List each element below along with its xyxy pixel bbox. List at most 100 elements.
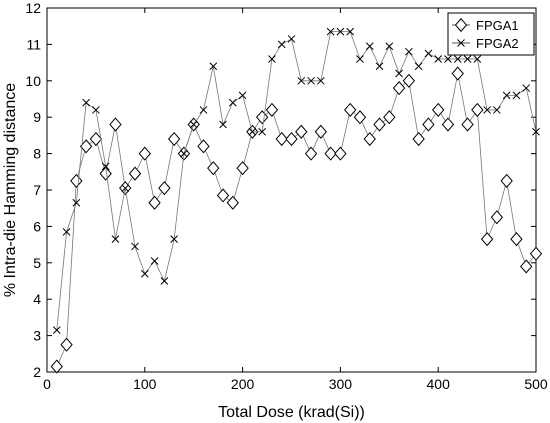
data-point-fpga1 <box>432 102 445 118</box>
data-point-fpga2 <box>375 62 384 71</box>
data-point-fpga1 <box>265 102 279 118</box>
data-point-fpga2 <box>160 277 169 285</box>
data-point-fpga2 <box>297 76 306 85</box>
data-point-fpga1 <box>363 131 376 147</box>
data-point-fpga2 <box>307 76 315 85</box>
x-tick-label: 400 <box>427 376 451 392</box>
data-point-fpga2 <box>131 242 139 251</box>
data-point-fpga2 <box>170 235 178 243</box>
data-point-fpga2 <box>512 91 521 100</box>
data-point-fpga2 <box>444 55 452 63</box>
series-fpga2 <box>52 27 540 334</box>
data-point-fpga1 <box>89 131 103 147</box>
data-point-fpga2 <box>150 257 159 265</box>
data-point-fpga2 <box>92 106 100 114</box>
data-point-fpga2 <box>268 55 276 63</box>
data-point-fpga1 <box>422 117 435 132</box>
data-point-fpga2 <box>385 42 394 51</box>
data-point-fpga2 <box>434 55 443 63</box>
data-point-fpga2 <box>365 42 374 51</box>
data-point-fpga2 <box>453 55 462 63</box>
data-point-fpga1 <box>275 131 288 147</box>
data-point-fpga1 <box>529 246 543 261</box>
data-point-fpga2 <box>111 235 120 243</box>
axis-ticks <box>46 7 537 373</box>
data-point-fpga1 <box>197 139 210 154</box>
data-point-fpga1 <box>344 102 357 118</box>
data-point-fpga2 <box>346 27 355 36</box>
data-point-fpga1 <box>207 161 220 176</box>
data-point-fpga1 <box>451 66 464 81</box>
data-point-fpga1 <box>392 80 406 96</box>
series-line-fpga1 <box>56 73 537 367</box>
data-point-fpga2 <box>336 27 345 36</box>
data-point-fpga2 <box>209 62 218 71</box>
legend-label-fpga2: FPGA2 <box>476 36 519 51</box>
y-tick-label: 2 <box>33 364 41 380</box>
data-point-fpga1 <box>383 110 396 125</box>
data-point-fpga1 <box>353 110 367 125</box>
data-point-fpga2 <box>238 91 247 100</box>
data-point-fpga2 <box>483 106 491 114</box>
data-point-fpga1 <box>148 195 161 210</box>
data-point-fpga1 <box>314 124 328 139</box>
data-point-fpga1 <box>255 110 269 125</box>
data-point-fpga2 <box>180 149 188 158</box>
x-tick-label: 200 <box>231 376 255 392</box>
data-point-fpga2 <box>473 55 482 63</box>
data-point-fpga1 <box>402 73 416 88</box>
data-point-fpga2 <box>52 326 61 334</box>
y-tick-label: 9 <box>33 109 41 125</box>
y-tick-label: 7 <box>33 182 41 198</box>
data-point-fpga1 <box>99 166 112 181</box>
y-axis-label: % Intra-die Hamming distance <box>2 83 19 297</box>
data-point-fpga1 <box>60 337 73 352</box>
data-point-fpga2 <box>316 76 325 85</box>
data-point-fpga2 <box>228 98 237 107</box>
data-point-fpga1 <box>480 232 494 247</box>
data-point-fpga1 <box>490 210 504 225</box>
data-point-fpga2 <box>405 47 413 56</box>
data-point-fpga1 <box>500 173 513 188</box>
data-point-fpga1 <box>520 259 533 274</box>
data-point-fpga1 <box>295 124 308 139</box>
series-line-fpga2 <box>56 31 537 331</box>
data-point-fpga2 <box>140 269 149 278</box>
data-point-fpga2 <box>395 69 403 78</box>
data-point-fpga2 <box>522 84 531 92</box>
data-point-fpga2 <box>258 127 267 136</box>
data-point-fpga2 <box>82 98 90 107</box>
data-point-fpga1 <box>461 117 474 132</box>
data-point-fpga1 <box>471 102 484 118</box>
x-tick-label: 500 <box>524 376 548 392</box>
data-point-fpga2 <box>219 120 227 129</box>
y-tick-label: 6 <box>33 218 41 234</box>
data-point-fpga1 <box>216 188 230 203</box>
data-point-fpga2 <box>463 55 472 63</box>
data-point-fpga1 <box>109 117 122 132</box>
data-point-fpga1 <box>167 131 181 147</box>
data-point-fpga2 <box>502 91 511 100</box>
y-tick-label: 10 <box>25 73 41 89</box>
data-point-fpga1 <box>236 161 249 176</box>
data-point-fpga2 <box>424 49 433 58</box>
legend-entry-fpga1: FPGA1 <box>452 17 519 33</box>
y-tick-label: 4 <box>33 291 41 307</box>
data-point-fpga1 <box>128 166 142 181</box>
data-point-fpga2 <box>72 198 81 207</box>
data-point-fpga1 <box>373 117 386 132</box>
x-tick-label: 0 <box>43 376 51 392</box>
data-point-fpga2 <box>287 35 296 43</box>
data-point-fpga2 <box>277 40 286 49</box>
legend-marker-fpga2 <box>457 39 465 47</box>
data-point-fpga2 <box>414 62 423 71</box>
plot-area <box>46 7 537 373</box>
data-point-fpga2 <box>199 106 208 114</box>
data-point-fpga2 <box>62 228 71 236</box>
data-point-fpga1 <box>226 195 239 210</box>
x-axis-label: Total Dose (krad(Si)) <box>218 404 365 421</box>
axis-tick-labels: 0 100 200 300 400 500 2 3 4 5 6 7 8 9 10 11 12 <box>25 0 547 392</box>
legend-entry-fpga2: FPGA2 <box>452 36 519 51</box>
data-point-fpga2 <box>532 127 540 136</box>
data-point-fpga1 <box>138 146 151 161</box>
